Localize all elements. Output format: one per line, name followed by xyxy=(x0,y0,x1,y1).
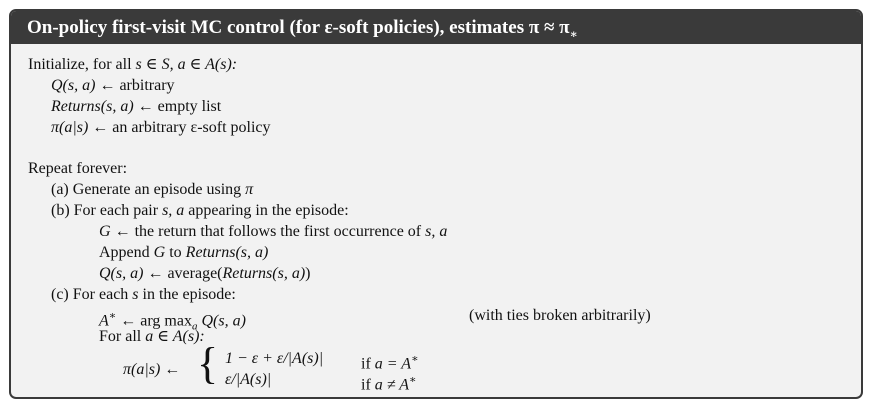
case2-expr: ε/|A(s)| xyxy=(225,371,272,388)
q-average-line: Q(s, a) ← average(Returns(s, a)) xyxy=(99,265,311,282)
algorithm-box: On-policy first-visit MC control (for ε-… xyxy=(9,9,863,399)
astar-line: A∗ ← arg maxa Q(s, a) xyxy=(99,310,246,333)
step-c-label: (c) For each xyxy=(51,286,133,303)
algorithm-title: On-policy first-visit MC control (for ε-… xyxy=(27,17,570,38)
case1-expr: 1 − ε + ε/|A(s)| xyxy=(225,350,324,367)
step-b-sa: s, a xyxy=(162,202,185,219)
case2-cond: if a ≠ A∗ xyxy=(361,374,417,394)
step-a-pi: π xyxy=(245,181,254,198)
step-c-line: (c) For each s in the episode: xyxy=(51,285,236,305)
forall-line: For all a ∈ A(s): xyxy=(99,327,205,347)
astar-q: Q(s, a) xyxy=(201,312,246,330)
append-to: to xyxy=(165,244,186,261)
init-returns-lhs: Returns(s, a) xyxy=(51,98,134,115)
init-policy-lhs: π(a|s) xyxy=(51,119,89,136)
init-returns-rhs: empty list xyxy=(157,98,222,115)
step-b-label: (b) For each pair xyxy=(51,202,163,219)
policy-update-pi: π(a|s) xyxy=(123,361,161,378)
append-g: G xyxy=(153,244,166,261)
step-a-label: (a) Generate an episode using xyxy=(51,181,246,198)
q-average-close: ) xyxy=(305,265,311,282)
init-q-rhs: arbitrary xyxy=(119,77,175,94)
step-b-rest: appearing in the episode: xyxy=(184,202,349,219)
init-line: Initialize, for all s ∈ S, a ∈ A(s): xyxy=(28,55,237,75)
policy-update-brace: { xyxy=(197,339,219,388)
append-word: Append xyxy=(99,244,154,261)
repeat-line: Repeat forever: xyxy=(28,160,128,177)
append-line: Append G to Returns(s, a) xyxy=(99,243,268,263)
g-lhs: G xyxy=(99,223,111,240)
case1-cond: if a = A∗ xyxy=(361,353,419,373)
algorithm-title-bar: On-policy first-visit MC control (for ε-… xyxy=(11,11,861,44)
init-condition: s ∈ S, a ∈ A(s): xyxy=(135,56,238,73)
init-prefix: Initialize, for all xyxy=(28,56,136,73)
init-policy-rhs: an arbitrary ε-soft policy xyxy=(112,119,271,136)
init-policy-line: π(a|s) ← an arbitrary ε-soft policy xyxy=(51,119,271,136)
step-c-rest: in the episode: xyxy=(138,286,236,303)
step-a-line: (a) Generate an episode using π xyxy=(51,180,253,200)
astar-argmax: arg max xyxy=(140,312,192,330)
step-c-s: s xyxy=(132,286,139,303)
g-assign-line: G ← the return that follows the first oc… xyxy=(99,223,448,240)
init-q-line: Q(s, a) ← arbitrary xyxy=(51,77,175,94)
g-rhs: the return that follows the first occurr… xyxy=(130,223,426,240)
g-sa: s, a xyxy=(425,223,448,240)
forall-condition: a ∈ A(s): xyxy=(145,328,205,345)
init-returns-line: Returns(s, a) ← empty list xyxy=(51,98,222,115)
init-q-lhs: Q(s, a) xyxy=(51,77,96,94)
astar-sub: a xyxy=(191,320,198,333)
q-average-func: average( xyxy=(167,265,223,282)
step-b-line: (b) For each pair s, a appearing in the … xyxy=(51,201,349,221)
q-average-lhs: Q(s, a) xyxy=(99,265,144,282)
policy-update-lhs: π(a|s) ← xyxy=(123,361,181,378)
forall-word: For all xyxy=(99,328,146,345)
astar-lhs: A xyxy=(99,312,109,330)
append-returns: Returns(s, a) xyxy=(185,244,269,261)
q-average-returns: Returns(s, a) xyxy=(222,265,306,282)
ties-note: (with ties broken arbitrarily) xyxy=(469,307,651,324)
